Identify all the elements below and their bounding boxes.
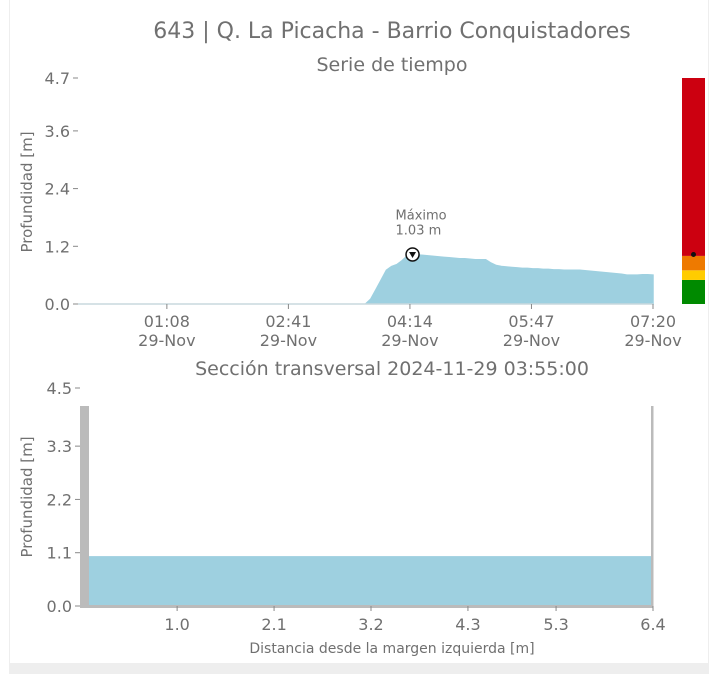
cross-section-y-tick-label: 4.5	[47, 379, 72, 398]
alert-level-marker	[691, 251, 696, 257]
cross-section-y-tick-label: 3.3	[47, 437, 72, 456]
time-series-title: Serie de tiempo	[317, 54, 468, 76]
cross-section-xlabel: Distancia desde la margen izquierda [m]	[249, 641, 534, 657]
alert-level-segment	[682, 255, 705, 271]
time-series-x-tick-time: 01:08	[144, 312, 190, 331]
alert-level-segment	[682, 270, 705, 280]
cross-section-water	[89, 556, 651, 606]
max-annotation: Máximo 1.03 m	[396, 208, 447, 262]
time-series-x-tick-date: 29-Nov	[381, 331, 438, 350]
right-bank-wall	[651, 406, 654, 608]
alert-level-segment	[682, 279, 705, 304]
max-marker-arrow-icon	[409, 251, 417, 258]
time-series-depth-area	[78, 253, 654, 305]
time-series-x-tick-date: 29-Nov	[260, 331, 317, 350]
page-title: 643 | Q. La Picacha - Barrio Conquistado…	[153, 19, 631, 44]
time-series-y-tick-label: 4.7	[45, 69, 70, 88]
time-series-x-tick-time: 07:20	[630, 312, 676, 331]
time-series-area	[78, 253, 654, 305]
cross-section-y-tick-label: 1.1	[47, 544, 72, 563]
time-series-x-tick-date: 29-Nov	[503, 331, 560, 350]
cross-section-area	[80, 406, 654, 608]
time-series-y-tick-label: 1.2	[45, 237, 70, 256]
footer-strip	[9, 663, 709, 674]
cross-section-x-tick-label: 2.1	[261, 615, 286, 634]
time-series-x-tick-time: 04:14	[387, 312, 433, 331]
max-annotation-value: 1.03 m	[396, 223, 442, 238]
time-series-y-tick-label: 0.0	[45, 295, 70, 314]
time-series-axes: 0.01.22.43.64.701:0829-Nov02:4129-Nov04:…	[45, 69, 682, 350]
time-series-ylabel: Profundidad [m]	[18, 131, 36, 252]
cross-section-x-tick-label: 3.2	[358, 615, 383, 634]
cross-section-x-tick-label: 6.4	[640, 615, 665, 634]
cross-section-axes: 0.0 1.1 2.2 3.3 4.5 1.0 2.1 3.2 4.3 5.3 6.4	[47, 379, 666, 634]
max-annotation-label: Máximo	[396, 208, 447, 223]
alert-level-segment	[682, 78, 705, 256]
cross-section-ylabel: Profundidad [m]	[18, 436, 36, 557]
channel-bed	[80, 605, 653, 608]
cross-section-title: Sección transversal 2024-11-29 03:55:00	[195, 358, 589, 380]
time-series-x-tick-date: 29-Nov	[138, 331, 195, 350]
time-series-x-tick-time: 05:47	[508, 312, 554, 331]
time-series-x-tick-date: 29-Nov	[624, 331, 681, 350]
time-series-x-tick-time: 02:41	[265, 312, 311, 331]
cross-section-x-tick-label: 4.3	[455, 615, 480, 634]
cross-section-x-tick-label: 1.0	[164, 615, 189, 634]
cross-section-y-tick-label: 0.0	[47, 597, 72, 616]
cross-section-x-tick-label: 5.3	[543, 615, 568, 634]
alert-level-bar	[682, 78, 705, 304]
cross-section-y-tick-label: 2.2	[47, 490, 72, 509]
left-bank-wall	[80, 406, 89, 608]
time-series-y-tick-label: 2.4	[45, 180, 70, 199]
time-series-y-tick-label: 3.6	[45, 122, 70, 141]
